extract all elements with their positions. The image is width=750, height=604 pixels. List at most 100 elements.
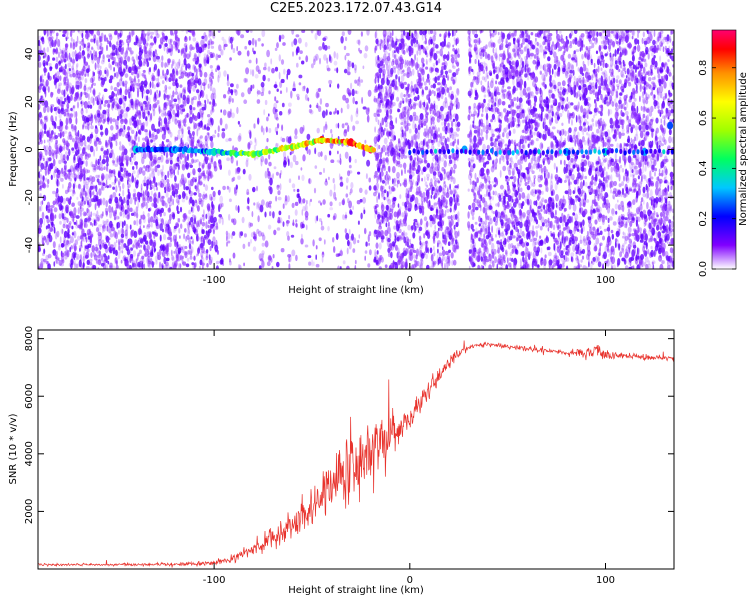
spectrogram-noise-cell [217,132,220,138]
spectrogram-noise-cell [407,139,410,144]
spectrogram-noise-cell [213,92,217,100]
spectrogram-noise-cell [374,170,378,178]
spectrogram-noise-cell [432,260,437,265]
spectrogram-noise-cell [137,261,141,268]
spectrogram-noise-cell [86,136,90,143]
spectrogram-noise-cell [164,186,166,191]
spectrogram-noise-cell [184,251,188,259]
spectrogram-noise-cell [211,69,213,74]
spectrogram-noise-cell [88,93,90,101]
spectrogram-noise-cell [97,70,101,75]
spectrogram-noise-cell [360,31,363,37]
spectrogram-noise-cell [214,129,217,134]
spectrogram-noise-cell [340,107,343,114]
spectrogram-noise-cell [420,192,424,199]
spectrogram-noise-cell [106,54,110,58]
spectrogram-noise-cell [89,262,93,266]
spectrogram-noise-cell [244,45,248,50]
spectrogram-noise-cell [257,203,262,211]
spectrogram-noise-cell [278,71,281,80]
spectrogram-noise-cell [377,55,380,61]
spectrogram-noise-cell [59,75,62,81]
spectrogram-noise-cell [186,221,189,226]
spectrogram-noise-cell [43,30,47,36]
spectrogram-noise-cell [201,164,205,168]
spectrogram-noise-cell [142,241,145,249]
spectrogram-noise-cell [184,156,187,164]
spectrogram-noise-cell [84,154,87,160]
spectrogram-noise-cell [44,117,47,124]
spectrogram-noise-cell [381,239,384,243]
spectrogram-noise-cell [50,162,54,170]
spectrogram-noise-cell [207,163,212,170]
spectrogram-noise-cell [368,185,372,191]
spectrogram-noise-cell [362,65,365,70]
spectrogram-noise-cell [128,47,132,52]
spectrogram-noise-cell [52,241,56,249]
spectrogram-noise-cell [368,177,372,183]
spectrogram-noise-cell [314,147,317,155]
spectrogram-noise-cell [184,245,188,250]
spectrogram-noise-cell [77,207,81,215]
spectrogram-noise-cell [340,248,343,256]
spectrogram-noise-cell [67,222,72,229]
spectrogram-noise-cell [189,196,193,204]
spectrogram-noise-cell [87,232,90,236]
spectrogram-noise-cell [143,69,146,75]
spectrogram-noise-cell [212,98,216,107]
spectrogram-noise-cell [41,98,45,106]
spectrogram-noise-cell [97,224,101,233]
spectrogram-noise-cell [151,180,154,184]
spectrogram-noise-cell [135,263,138,269]
spectrogram-noise-cell [167,185,171,193]
spectrogram-noise-cell [298,56,301,60]
spectrogram-noise-cell [85,168,89,174]
spectrogram-noise-cell [97,257,102,261]
spectrogram-noise-cell [192,168,196,176]
spectrogram-noise-cell [328,176,330,181]
spectrogram-noise-cell [294,209,298,216]
spectrogram-noise-cell [118,145,123,151]
spectrogram-noise-cell [184,155,188,164]
spectrogram-noise-cell [167,207,172,213]
spectrogram-noise-cell [120,118,124,125]
spectrogram-noise-cell [137,90,139,98]
spectrogram-noise-cell [406,123,411,126]
spectrogram-noise-cell [55,198,57,204]
spectrogram-noise-cell [40,99,43,106]
spectrogram-noise-cell [275,117,279,121]
spectrogram-noise-cell [77,137,81,144]
spectrogram-noise-cell [52,136,57,140]
spectrogram-noise-cell [104,207,109,213]
spectrogram-noise-cell [325,109,328,116]
spectrogram-noise-cell [329,189,333,197]
spectrogram-noise-cell [97,200,101,209]
spectrogram-noise-cell [137,66,141,70]
spectrogram-noise-cell [126,111,128,117]
spectrogram-noise-cell [137,124,139,131]
spectrogram-noise-cell [120,109,124,115]
spectrogram-noise-cell [345,177,349,184]
spectrogram-noise-cell [91,117,94,124]
spectrogram-noise-cell [102,119,106,124]
spectrogram-noise-cell [306,147,309,155]
spectrogram-noise-cell [55,56,59,63]
spectrogram-noise-cell [198,100,202,106]
spectrogram-noise-cell [103,243,108,250]
spectrogram-noise-cell [80,209,82,218]
spectrogram-noise-cell [128,66,132,74]
spectrogram-noise-cell [125,106,130,112]
spectrogram-noise-cell [124,155,128,161]
spectrogram-noise-cell [282,151,287,159]
spectrogram-noise-cell [337,83,340,89]
spectrogram-noise-cell [70,263,73,269]
spectrogram-noise-cell [128,34,132,43]
spectrogram-noise-cell [282,221,285,227]
spectrogram-noise-cell [149,138,152,145]
spectrogram-noise-cell [180,104,184,108]
spectrogram-noise-cell [60,153,63,161]
spectrogram-noise-cell [117,216,120,220]
spectrogram-noise-cell [65,224,69,229]
spectrogram-noise-cell [445,44,450,48]
spectrogram-noise-cell [349,209,352,215]
